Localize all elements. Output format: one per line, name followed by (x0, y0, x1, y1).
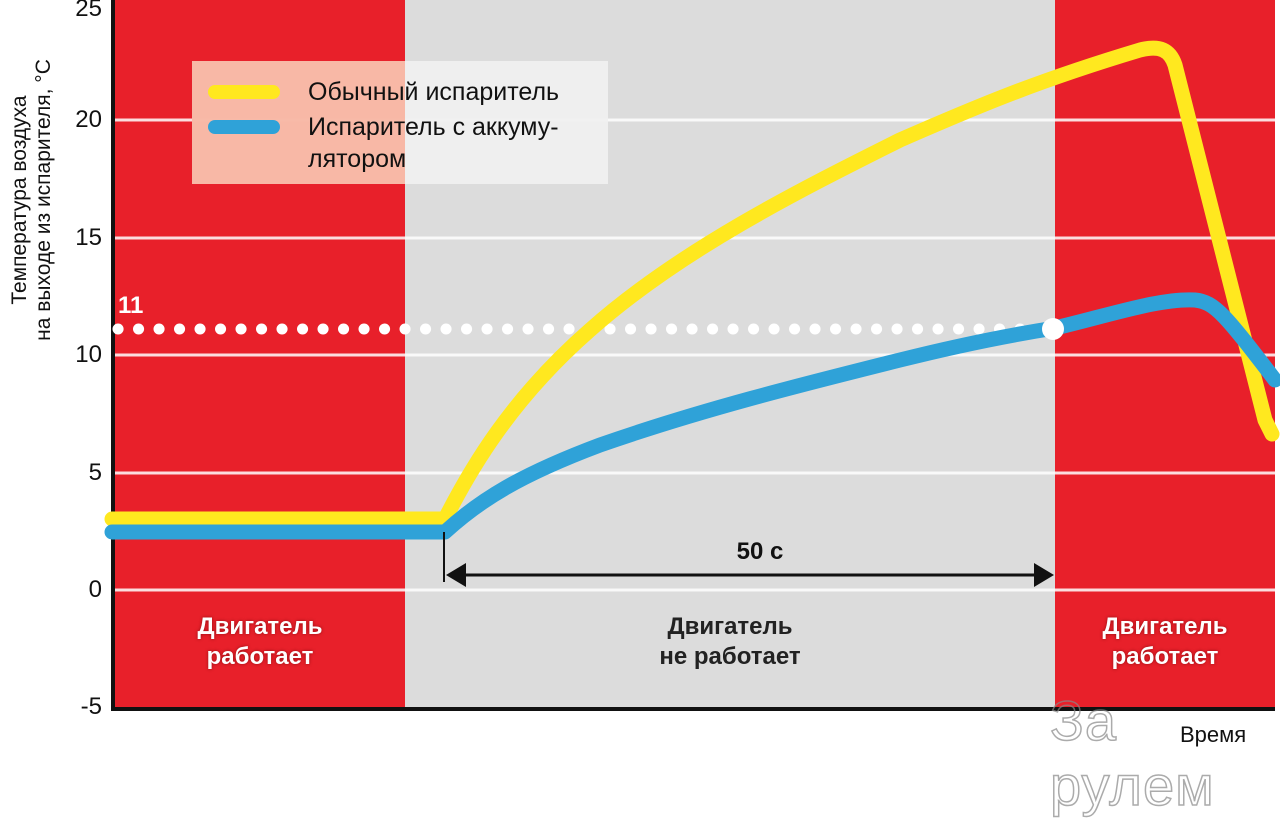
legend-swatch-yellow (208, 85, 280, 99)
legend-label-line2: лятором (308, 145, 407, 173)
y-tick-0: 0 (88, 576, 102, 603)
chart: Температура воздуха на выходе из испарит… (8, 0, 1280, 818)
y-tick-20: 20 (75, 106, 102, 133)
series-regular-evaporator (104, 40, 1280, 527)
y-tick-10: 10 (75, 341, 102, 368)
duration-arrow (443, 532, 1054, 587)
y-axis-title: Температура воздуха на выходе из испарит… (8, 20, 68, 380)
series-accumulator-evaporator (104, 292, 1280, 540)
zone-label-left: Двигатель работает (197, 613, 323, 670)
legend-label: Обычный испаритель (308, 78, 560, 106)
watermark-logo: За рулем (1049, 688, 1215, 818)
reference-label: 11 (118, 292, 144, 319)
legend-swatch-blue (208, 120, 280, 134)
y-tick-15: 15 (75, 224, 102, 251)
legend-item-accumulator: Испаритель с аккуму- лятором (208, 111, 608, 175)
duration-label: 50 с (736, 538, 784, 565)
legend-label-line1: Испаритель с аккуму- (308, 113, 559, 141)
y-axis-title-line2: на выходе из испарителя, °С (32, 59, 55, 341)
y-axis-title-line1: Температура воздуха (8, 95, 31, 305)
y-tick-5: 5 (88, 459, 102, 486)
reference-marker (1042, 318, 1064, 340)
legend: Обычный испаритель Испаритель с аккуму- … (192, 61, 608, 184)
legend-item-regular: Обычный испаритель (208, 76, 608, 108)
y-tick-25: 25 (75, 0, 102, 22)
gridlines (112, 118, 1275, 592)
x-axis-title: Время (1180, 722, 1247, 747)
zone-label-middle: Двигатель не работает (659, 613, 801, 670)
zone-label-right: Двигатель работает (1102, 613, 1228, 670)
y-tick-minus5: -5 (80, 693, 102, 720)
